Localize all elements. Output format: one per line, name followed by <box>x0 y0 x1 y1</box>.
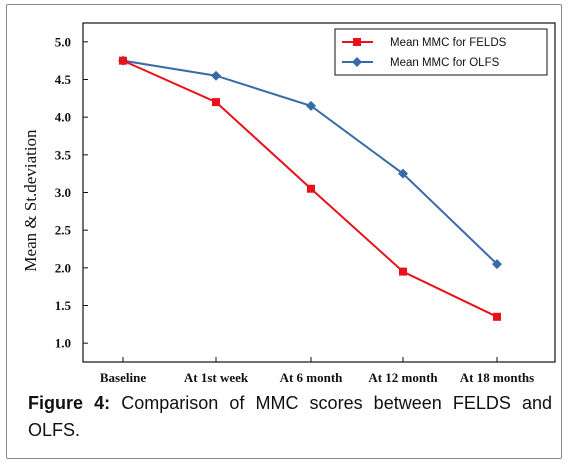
figure-caption: Figure 4: Comparison of MMC scores betwe… <box>28 390 552 444</box>
legend-box <box>334 28 548 76</box>
caption-text: Comparison of MMC scores between FELDS a… <box>28 393 552 440</box>
legend-item: Mean MMC for OLFS <box>342 57 500 69</box>
legend-label: Mean MMC for OLFS <box>390 57 500 69</box>
data-point <box>212 98 220 107</box>
data-point <box>119 56 127 65</box>
y-tick-label: 5.0 <box>55 34 71 49</box>
legend-marker <box>353 38 361 46</box>
y-tick-label: 4.0 <box>55 110 71 125</box>
legend-item: Mean MMC for FELDS <box>342 37 507 49</box>
y-tick-label: 1.5 <box>55 298 72 313</box>
caption-label: Figure 4: <box>28 393 111 413</box>
data-point <box>398 168 408 179</box>
series-line <box>122 59 498 265</box>
x-tick-label: At 6 month <box>280 370 344 385</box>
y-tick-label: 2.5 <box>55 223 72 238</box>
chart-legend: Mean MMC for FELDS Mean MMC for OLFS <box>334 28 548 76</box>
legend-label: Mean MMC for FELDS <box>390 37 507 49</box>
chart-series <box>118 55 502 321</box>
data-point <box>492 259 502 270</box>
y-tick-label: 4.5 <box>55 72 72 87</box>
data-point <box>307 184 315 193</box>
y-axis-label: Mean & St.deviation <box>21 129 40 272</box>
data-point <box>399 267 407 276</box>
series-olfs <box>118 55 502 270</box>
legend-marker <box>352 57 362 67</box>
x-tick-label: At 12 month <box>368 370 438 385</box>
series-felds <box>119 56 501 321</box>
y-tick-label: 2.0 <box>55 260 71 275</box>
y-tick-label: 3.0 <box>55 185 71 200</box>
line-chart: 1.0 1.5 2.0 2.5 3.0 3.5 4.0 4.5 5.0 Baseline At 1s… <box>21 22 556 385</box>
y-tick-label: 3.5 <box>55 147 72 162</box>
x-tick-label: Baseline <box>100 370 146 385</box>
y-tick-label: 1.0 <box>55 336 71 351</box>
figure-frame <box>6 4 562 459</box>
data-point <box>493 312 501 321</box>
data-point <box>211 70 221 81</box>
data-point <box>306 100 316 111</box>
x-tick-label: At 1st week <box>184 370 249 385</box>
chart-axes: 1.0 1.5 2.0 2.5 3.0 3.5 4.0 4.5 5.0 Baseline At 1s… <box>55 22 556 385</box>
x-tick-label: At 18 months <box>460 370 534 385</box>
